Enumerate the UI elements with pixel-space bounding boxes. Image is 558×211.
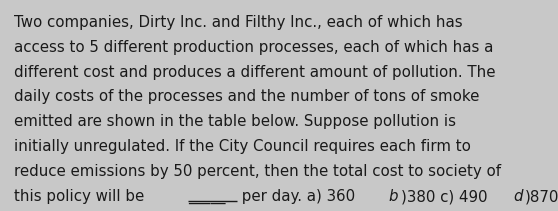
Text: daily costs of the processes and the number of tons of smoke: daily costs of the processes and the num…: [14, 89, 479, 104]
Text: Two companies, Dirty Inc. and Filthy Inc., each of which has: Two companies, Dirty Inc. and Filthy Inc…: [14, 15, 463, 30]
Text: )380 c) 490: )380 c) 490: [401, 189, 488, 204]
Text: different cost and produces a different amount of pollution. The: different cost and produces a different …: [14, 65, 496, 80]
Text: )870: )870: [525, 189, 558, 204]
Text: access to 5 different production processes, each of which has a: access to 5 different production process…: [14, 40, 493, 55]
Text: reduce emissions by 50 percent, then the total cost to society of: reduce emissions by 50 percent, then the…: [14, 164, 501, 179]
Text: d: d: [513, 189, 522, 204]
Text: initially unregulated. If the City Council requires each firm to: initially unregulated. If the City Counc…: [14, 139, 471, 154]
Text: per day. a) 360: per day. a) 360: [237, 189, 355, 204]
Text: this policy will be: this policy will be: [14, 189, 149, 204]
Text: _____: _____: [188, 189, 225, 204]
Text: emitted are shown in the table below. Suppose pollution is: emitted are shown in the table below. Su…: [14, 114, 456, 129]
Text: b: b: [389, 189, 398, 204]
